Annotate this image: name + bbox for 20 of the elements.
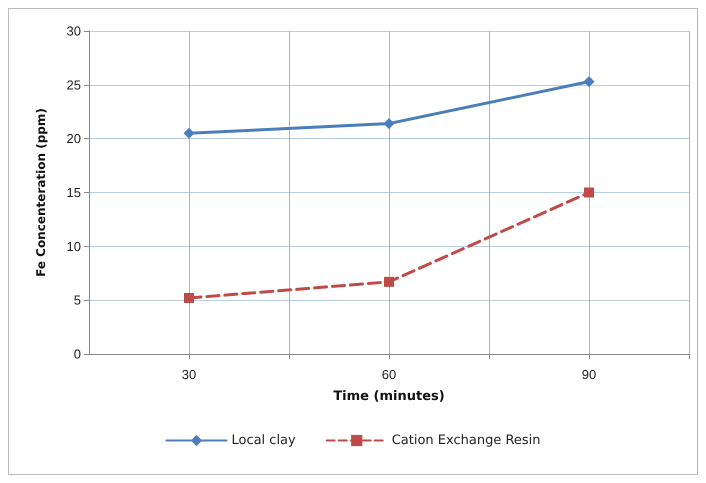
legend-label: Cation Exchange Resin: [392, 433, 541, 448]
x-tick-label: 60: [382, 367, 396, 382]
y-tick-label: 25: [66, 77, 81, 92]
point: [384, 276, 394, 287]
x-tick-label: 90: [582, 367, 596, 382]
legend-label: Local clay: [231, 433, 296, 448]
point: [584, 76, 594, 88]
point: [184, 128, 194, 139]
point: [584, 188, 594, 198]
y-axis-title: Fe Concenteration (ppm): [34, 108, 48, 277]
y-tick-label: 10: [66, 238, 81, 254]
point: [384, 118, 394, 130]
x-tick-label: 30: [182, 367, 196, 382]
point: [184, 293, 194, 304]
y-tick-label: 0: [74, 346, 81, 362]
y-tick-label: 5: [74, 292, 81, 308]
y-tick-label: 15: [66, 185, 81, 200]
x-axis-title: Time (minutes): [333, 389, 445, 404]
y-tick-label: 20: [66, 131, 81, 146]
y-tick-label: 30: [66, 24, 81, 38]
